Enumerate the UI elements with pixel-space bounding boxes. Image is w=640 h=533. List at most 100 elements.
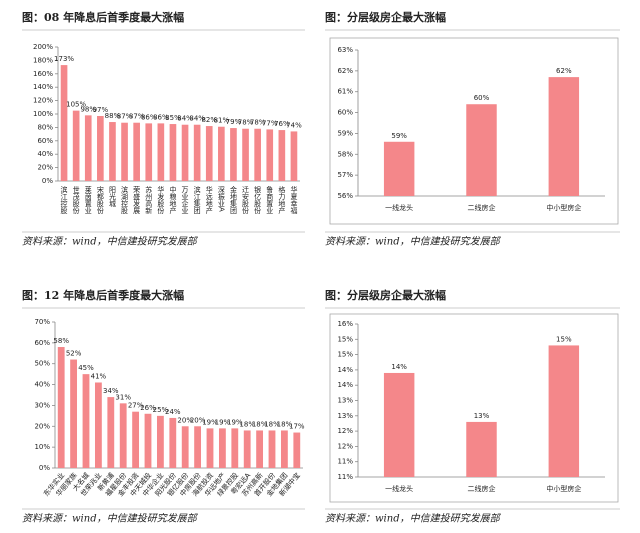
value-label: 41% — [91, 372, 107, 380]
source-note: 资料来源：wind，中信建投研究发展部 — [22, 236, 199, 248]
bar — [242, 128, 249, 181]
chart-title: 图：08 年降息后首季度最大涨幅 — [22, 10, 184, 24]
bar — [84, 115, 92, 181]
bar — [383, 141, 415, 196]
y-tick-label: 63% — [337, 46, 353, 54]
value-label: 87% — [117, 113, 133, 121]
value-label: 27% — [128, 402, 144, 410]
x-tick-label: 金地集团 — [229, 185, 237, 215]
value-label: 58% — [53, 337, 69, 345]
x-tick-label: 滨湖控股 — [121, 185, 129, 215]
x-tick-label: 滨江集团 — [193, 185, 201, 215]
value-label: 87% — [129, 113, 145, 121]
bar — [193, 124, 201, 181]
bar — [94, 382, 102, 468]
bar — [82, 374, 90, 468]
source-note: 资料来源：wind，中信建投研究发展部 — [22, 513, 199, 525]
value-label: 52% — [66, 350, 82, 358]
value-label: 98% — [80, 105, 96, 113]
x-tick-label: 阳光城 — [108, 185, 116, 208]
chart-title: 图：分层级房企最大涨幅 — [325, 10, 446, 24]
bar — [181, 124, 189, 181]
x-tick-label: 深振业A — [217, 185, 225, 212]
x-tick-label: 荣盛发展 — [133, 185, 141, 215]
value-label: 18% — [252, 420, 268, 428]
y-tick-label: 11% — [337, 458, 353, 466]
x-tick-label: 宋都股份 — [96, 185, 104, 215]
bar — [70, 359, 78, 468]
y-tick-label: 57% — [337, 171, 353, 179]
bar — [466, 421, 497, 477]
value-label: 81% — [214, 117, 230, 125]
x-tick-label: 世茂股份 — [72, 185, 80, 215]
bar — [119, 403, 127, 468]
bar — [548, 77, 580, 196]
value-label: 59% — [391, 132, 407, 140]
value-label: 18% — [264, 420, 280, 428]
y-tick-label: 61% — [337, 88, 353, 96]
bar — [57, 347, 65, 468]
bar — [218, 126, 225, 181]
value-label: 20% — [177, 416, 193, 424]
bar — [121, 122, 128, 181]
value-label: 78% — [250, 119, 266, 127]
value-label: 34% — [103, 387, 119, 395]
y-tick-label: 0% — [42, 177, 53, 185]
value-label: 31% — [115, 393, 131, 401]
x-tick-label: 格力地产 — [278, 185, 286, 215]
y-tick-label: 180% — [33, 56, 53, 64]
y-tick-label: 59% — [337, 129, 353, 137]
value-label: 20% — [190, 416, 206, 424]
x-tick-label: 银亿股份 — [254, 185, 262, 215]
value-label: 62% — [556, 67, 572, 75]
x-tick-label: 一线龙头 — [385, 484, 413, 493]
y-tick-label: 0% — [39, 464, 50, 472]
value-label: 88% — [105, 112, 121, 120]
bar — [278, 130, 286, 181]
y-tick-label: 40% — [37, 150, 53, 158]
y-tick-label: 10% — [34, 443, 50, 451]
value-label: 24% — [165, 408, 181, 416]
y-tick-label: 58% — [337, 150, 353, 158]
x-tick-label: 苏州高新 — [145, 185, 153, 215]
bar — [60, 65, 68, 181]
value-label: 15% — [556, 335, 572, 343]
bar — [230, 128, 237, 181]
chart-title: 图：分层级房企最大涨幅 — [325, 288, 446, 302]
y-tick-label: 50% — [34, 360, 50, 368]
value-label: 84% — [189, 115, 205, 123]
x-tick-label: 迁安股份 — [242, 185, 250, 215]
bar — [169, 417, 177, 468]
y-tick-label: 11% — [337, 473, 353, 481]
value-label: 19% — [227, 418, 243, 426]
y-tick-label: 14% — [337, 366, 353, 374]
value-label: 86% — [153, 113, 169, 121]
value-label: 79% — [226, 118, 242, 126]
x-tick-label: 中小型房企 — [546, 203, 581, 212]
bar — [133, 122, 140, 181]
x-tick-label: 华夏幸福 — [290, 185, 298, 215]
value-label: 14% — [391, 363, 407, 371]
value-label: 86% — [141, 113, 157, 121]
x-tick-label: 滨江控股 — [60, 185, 68, 215]
bar — [72, 110, 80, 181]
x-tick-label: 莱茵置业 — [84, 185, 92, 214]
bar — [156, 415, 164, 468]
bar — [144, 413, 152, 468]
bar — [169, 124, 177, 181]
bar — [109, 122, 116, 181]
bar — [107, 397, 115, 468]
source-note: 资料来源：wind，中信建投研究发展部 — [325, 513, 502, 525]
value-label: 105% — [66, 101, 86, 109]
bar — [157, 123, 165, 181]
y-tick-label: 14% — [337, 381, 353, 389]
bar — [206, 428, 214, 468]
y-tick-label: 20% — [34, 422, 50, 430]
bar — [145, 123, 153, 181]
bar — [293, 432, 301, 468]
bar — [194, 426, 202, 468]
value-label: 97% — [93, 106, 109, 114]
chart-frame — [329, 37, 619, 225]
x-tick-label: 华发股份 — [157, 185, 165, 215]
